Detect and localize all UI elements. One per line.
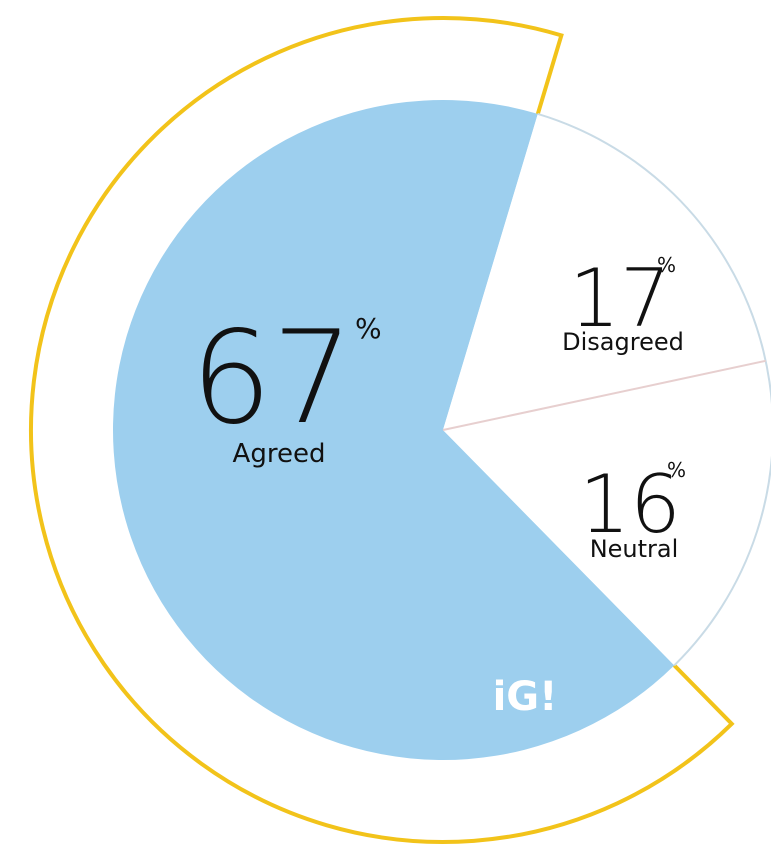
neutral-label: Neutral [590,535,679,563]
neutral-percent-sign: % [667,458,686,482]
agreed-percent-sign: % [355,312,382,345]
slice-neutral [443,360,771,666]
agreed-value: 67 [191,304,354,453]
slice-outline-arc [537,112,771,667]
logo-text: iG! [493,674,558,720]
slice-divider [442,359,766,431]
agreed-label: Agreed [233,439,326,469]
slice-agreed [112,100,675,761]
disagreed-label: Disagreed [562,328,684,356]
agreed-accent-ring [29,16,735,845]
disagreed-value: 17 [569,252,671,345]
neutral-value: 16 [579,458,681,551]
disagreed-percent-sign: % [657,253,676,277]
ig-logo-icon: iG! [493,674,558,720]
slice-disagreed [443,113,766,431]
